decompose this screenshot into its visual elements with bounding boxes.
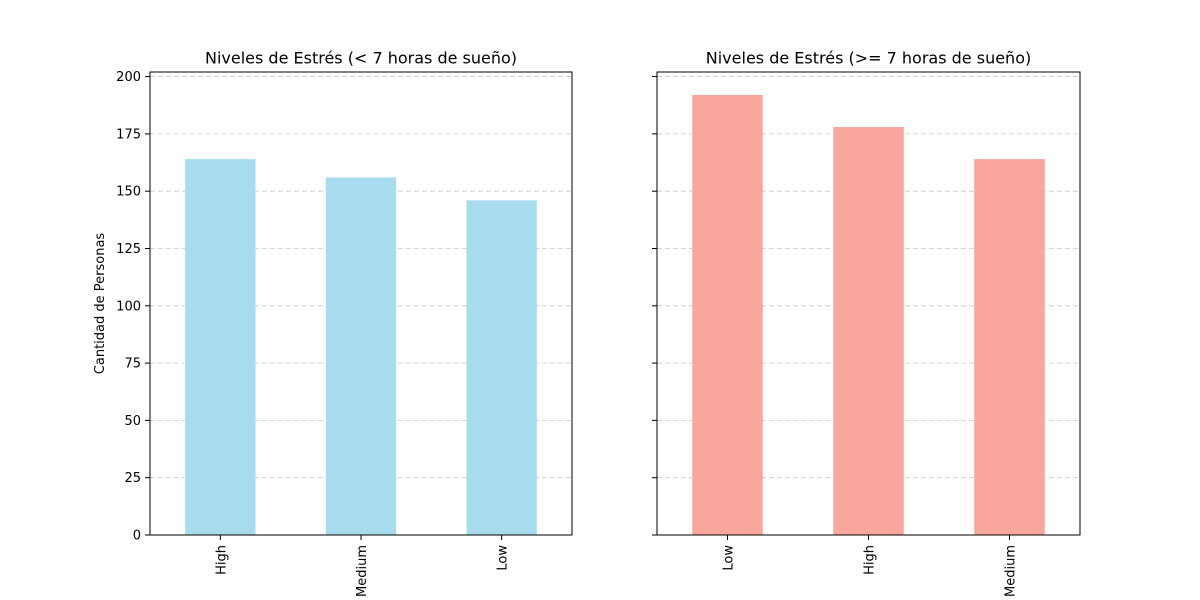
right-chart-x-ticks: Low High Medium [722,535,1019,597]
left-chart-y-tick-label: 0 [133,529,141,544]
left-chart-y-axis-label: Cantidad de Personas [93,233,108,375]
right-chart-panel: Niveles de Estrés (>= 7 horas de sueño) … [652,49,1081,597]
left-chart-y-tick-label: 25 [124,471,141,486]
left-chart-bar-low [466,200,537,535]
left-chart-bar-medium [325,177,397,535]
left-chart-y-tick-label: 175 [116,127,141,142]
right-chart-bars [692,94,1045,536]
right-chart-y-ticks [652,76,657,536]
right-chart-x-tick-label-medium: Medium [1004,545,1019,597]
left-chart-x-tick-label-low: Low [496,545,511,571]
left-chart-y-tick-label: 125 [116,242,141,257]
left-chart-panel: Niveles de Estrés (< 7 horas de sueño) C… [93,49,573,597]
left-chart-y-tick-label: 150 [116,185,141,200]
right-chart-bar-medium [974,159,1045,536]
right-chart-bar-high [833,127,904,536]
left-chart-bars [185,159,537,536]
left-chart-title: Niveles de Estrés (< 7 horas de sueño) [205,49,517,68]
left-chart-x-ticks: High Medium Low [214,535,511,597]
right-chart-x-tick-label-high: High [863,545,878,575]
left-chart-bar-high [185,159,256,536]
left-chart-y-tick-label: 75 [124,357,141,372]
left-chart-x-tick-label-medium: Medium [355,545,370,597]
left-chart-x-tick-label-high: High [214,545,229,575]
left-chart-y-ticks: 0 25 50 75 100 125 150 175 200 [116,70,150,544]
left-chart-y-tick-label: 50 [124,414,141,429]
left-chart-y-tick-label: 200 [116,70,141,85]
right-chart-title: Niveles de Estrés (>= 7 horas de sueño) [706,49,1031,68]
right-chart-bar-low [692,94,763,536]
right-chart-x-tick-label-low: Low [722,545,737,571]
left-chart-y-tick-label: 100 [116,299,141,314]
